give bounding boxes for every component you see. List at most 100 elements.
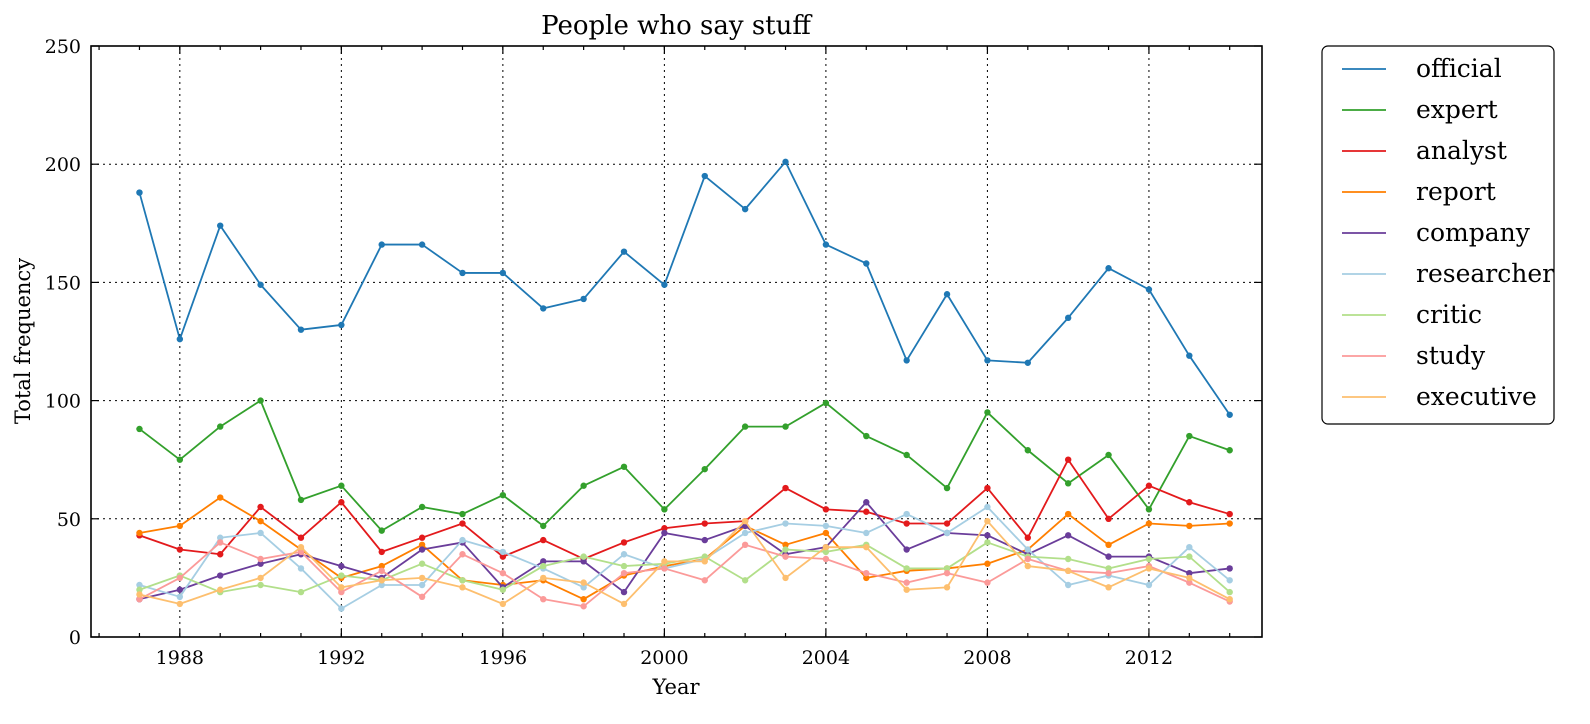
- data-point-official: [418, 241, 426, 248]
- data-point-report: [418, 541, 426, 549]
- data-point-expert: [863, 432, 870, 440]
- data-point-analyst: [782, 484, 789, 492]
- data-point-report: [1064, 510, 1072, 518]
- legend-item-executive: executive: [1342, 382, 1537, 411]
- y-tick-label: 50: [57, 509, 81, 531]
- data-point-critic: [1105, 565, 1112, 572]
- data-point-researcher: [822, 522, 830, 530]
- data-point-researcher: [378, 581, 385, 589]
- data-point-expert: [984, 409, 991, 416]
- data-point-executive: [1105, 584, 1112, 591]
- data-point-critic: [580, 553, 587, 560]
- x-tick-label: 1992: [317, 647, 365, 669]
- data-point-executive: [540, 574, 547, 582]
- data-point-analyst: [984, 484, 991, 492]
- data-point-official: [943, 291, 951, 298]
- data-point-critic: [822, 548, 830, 556]
- data-point-official: [257, 281, 264, 288]
- data-point-expert: [1186, 432, 1193, 440]
- data-point-study: [943, 569, 951, 577]
- data-point-expert: [459, 510, 466, 518]
- data-point-critic: [1186, 553, 1193, 560]
- data-point-researcher: [782, 520, 789, 527]
- data-point-analyst: [620, 539, 628, 546]
- data-point-expert: [782, 423, 789, 430]
- data-point-study: [863, 569, 870, 577]
- data-point-executive: [257, 574, 264, 582]
- data-point-official: [580, 295, 587, 303]
- data-point-researcher: [257, 529, 264, 537]
- data-point-study: [661, 565, 668, 572]
- data-point-analyst: [1145, 482, 1153, 489]
- data-point-expert: [620, 463, 628, 470]
- series-line-executive: [139, 520, 1231, 605]
- data-point-executive: [1064, 567, 1072, 575]
- data-point-study: [1105, 569, 1112, 577]
- data-point-official: [1024, 359, 1032, 366]
- data-point-executive: [782, 574, 789, 582]
- data-point-official: [620, 248, 628, 255]
- data-point-official: [863, 260, 870, 267]
- data-point-company: [863, 499, 870, 506]
- data-point-critic: [257, 581, 264, 589]
- data-point-researcher: [620, 551, 628, 558]
- data-point-expert: [136, 425, 143, 433]
- data-point-researcher: [580, 584, 587, 591]
- data-point-researcher: [1226, 577, 1233, 584]
- data-point-critic: [701, 553, 708, 560]
- y-axis-label: Total frequency: [11, 258, 35, 424]
- data-point-company: [903, 546, 910, 553]
- data-point-study: [1186, 579, 1193, 586]
- series-line-report: [139, 496, 1230, 601]
- data-point-study: [1024, 555, 1032, 563]
- data-point-official: [1226, 411, 1233, 418]
- data-point-study: [257, 555, 264, 563]
- data-point-company: [540, 558, 547, 565]
- chart-title: People who say stuff: [541, 11, 813, 41]
- series-executive: [136, 517, 1233, 608]
- data-point-critic: [903, 565, 910, 572]
- series-official: [136, 158, 1233, 418]
- data-point-official: [459, 269, 466, 277]
- data-point-report: [1226, 520, 1233, 527]
- data-point-official: [701, 172, 708, 180]
- legend-label: analyst: [1416, 136, 1507, 165]
- data-point-critic: [297, 588, 305, 596]
- data-point-executive: [176, 600, 184, 608]
- data-point-executive: [984, 517, 991, 525]
- data-point-critic: [499, 586, 507, 593]
- y-tick-label: 0: [69, 627, 81, 649]
- x-axis-label: Year: [651, 675, 700, 699]
- data-point-critic: [459, 577, 466, 584]
- data-point-company: [580, 558, 587, 565]
- data-point-researcher: [338, 605, 345, 612]
- legend-item-study: study: [1342, 341, 1486, 370]
- data-point-executive: [701, 558, 708, 565]
- data-point-company: [257, 560, 264, 567]
- data-point-expert: [822, 399, 830, 407]
- data-point-critic: [338, 572, 345, 579]
- data-point-study: [620, 569, 628, 577]
- data-point-report: [217, 494, 224, 501]
- data-point-company: [338, 562, 345, 570]
- series-line-expert: [138, 399, 1230, 532]
- data-point-official: [782, 158, 789, 166]
- data-point-company: [1064, 532, 1072, 539]
- data-point-critic: [1064, 555, 1072, 563]
- data-point-analyst: [257, 503, 264, 511]
- data-point-official: [661, 281, 668, 288]
- data-point-company: [661, 529, 668, 537]
- data-point-analyst: [338, 499, 345, 506]
- data-point-analyst: [822, 506, 830, 513]
- data-point-expert: [257, 397, 264, 404]
- series-expert: [136, 397, 1233, 534]
- data-point-expert: [741, 423, 749, 430]
- data-point-researcher: [418, 581, 426, 589]
- tick-layer: 1988 1992 1996 2000 2004 2008 2012 0 50 100 150 200…: [45, 36, 1262, 669]
- data-point-researcher: [297, 565, 305, 572]
- legend-label: report: [1416, 177, 1496, 206]
- legend-item-official: official: [1342, 54, 1502, 83]
- data-point-expert: [580, 482, 587, 489]
- data-point-official: [1145, 286, 1153, 293]
